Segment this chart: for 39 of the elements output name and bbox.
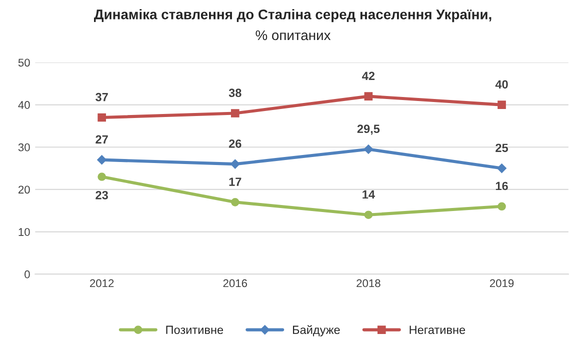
point [364, 210, 373, 220]
point [97, 155, 106, 164]
chart-title: Динаміка ставлення до Сталіна серед населення України, [94, 9, 492, 22]
data-label: 14 [362, 190, 375, 199]
point [230, 159, 240, 169]
legend-label: Байдуже [293, 325, 340, 336]
x-tick-label: 2018 [356, 279, 380, 288]
data-label: 16 [496, 182, 508, 190]
point [498, 202, 506, 211]
legend-label: Негативне [410, 326, 466, 334]
y-tick-label: 0 [24, 270, 30, 278]
y-tick-label: 30 [18, 143, 30, 152]
y-tick-label: 20 [18, 186, 30, 194]
x-tick-label: 2019 [490, 279, 514, 288]
data-label: 17 [229, 178, 242, 186]
data-label: 42 [362, 72, 375, 80]
point [230, 109, 240, 118]
point [498, 100, 506, 109]
point [98, 113, 106, 122]
data-label: 23 [96, 190, 108, 200]
data-label: 27 [96, 135, 108, 144]
point [497, 164, 506, 173]
data-label: 25 [496, 144, 508, 152]
x-tick-label: 2012 [90, 279, 114, 288]
data-label: 26 [228, 139, 242, 148]
y-tick-label: 40 [18, 101, 30, 109]
y-tick-label: 10 [18, 228, 30, 236]
x-tick-label: 2016 [223, 279, 248, 288]
data-label: 37 [96, 92, 108, 102]
chart-subtitle: % опитаних [256, 30, 331, 40]
data-label: 29,5 [357, 124, 380, 135]
point [364, 92, 373, 100]
point [230, 198, 240, 206]
legend-label: Позитивне [166, 326, 224, 334]
y-tick-label: 50 [18, 58, 30, 67]
point [364, 144, 374, 154]
data-label: 40 [495, 80, 508, 89]
point [98, 172, 106, 181]
data-label: 38 [228, 88, 242, 98]
